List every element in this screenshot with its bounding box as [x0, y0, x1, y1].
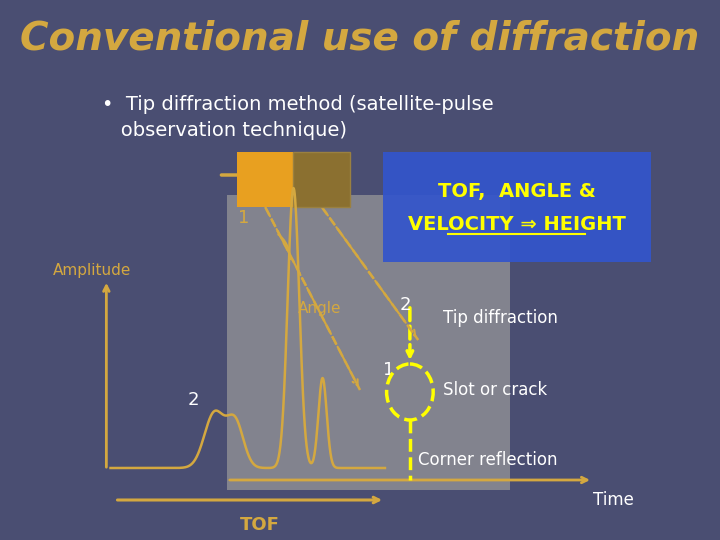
Text: TOF,  ANGLE &: TOF, ANGLE & [438, 183, 596, 201]
Text: 1: 1 [238, 209, 249, 227]
Bar [383, 152, 651, 262]
Text: Corner reflection: Corner reflection [418, 451, 558, 469]
Text: Slot or crack: Slot or crack [443, 381, 547, 399]
Text: observation technique): observation technique) [102, 120, 347, 139]
Text: 2: 2 [188, 391, 199, 409]
Text: Tip diffraction: Tip diffraction [443, 309, 558, 327]
Text: Angle: Angle [297, 300, 341, 315]
Bar [237, 152, 294, 207]
Text: Time: Time [593, 491, 634, 509]
Text: •  Tip diffraction method (satellite-pulse: • Tip diffraction method (satellite-puls… [102, 96, 494, 114]
Text: Amplitude: Amplitude [53, 262, 132, 278]
Text: Conventional use of diffraction: Conventional use of diffraction [20, 19, 700, 57]
Bar [294, 152, 350, 207]
Text: 2: 2 [400, 296, 412, 314]
Text: VELOCITY ⇒ HEIGHT: VELOCITY ⇒ HEIGHT [408, 215, 626, 234]
Text: TOF: TOF [240, 516, 280, 534]
Bar [227, 195, 510, 490]
Text: 1: 1 [384, 361, 395, 379]
